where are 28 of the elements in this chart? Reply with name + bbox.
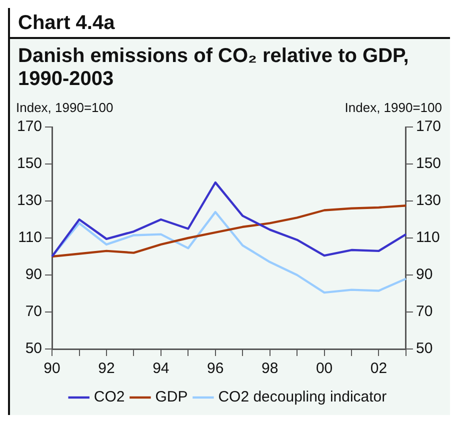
y2-tick-label: 150 — [416, 155, 442, 172]
chart-subtitle: Danish emissions of CO₂ relative to GDP, 1990-2003 — [17, 44, 410, 92]
y-tick-label: 170 — [16, 118, 42, 136]
x-tick-label: 02 — [370, 360, 388, 378]
y2-tick-label: 70 — [416, 303, 433, 320]
chart-title: Chart 4.4a — [10, 8, 450, 39]
y2-tick-label: 130 — [416, 192, 442, 210]
y-tick-label: 70 — [25, 303, 42, 320]
y-axis-title: Index, 1990=100 — [16, 100, 114, 116]
y2-tick-label: 170 — [416, 118, 442, 136]
x-tick-label: 92 — [98, 360, 115, 378]
y-tick-label: 50 — [25, 340, 42, 358]
legend-label: CO2 decoupling indicator — [218, 388, 387, 406]
y2-axis-title: Index, 1990=100 — [344, 100, 442, 116]
legend-label: GDP — [155, 388, 188, 406]
x-tick-label: 00 — [316, 360, 333, 378]
y-tick-label: 150 — [16, 155, 42, 172]
y-tick-label: 130 — [16, 192, 42, 210]
x-tick-label: 98 — [261, 360, 278, 378]
legend-label: CO2 — [94, 388, 125, 406]
y2-tick-label: 110 — [416, 229, 440, 246]
y-tick-label: 90 — [25, 266, 42, 284]
y-tick-label: 110 — [18, 229, 42, 246]
x-tick-label: 96 — [207, 360, 224, 378]
y2-tick-label: 90 — [416, 266, 433, 284]
x-tick-label: 90 — [44, 360, 60, 378]
x-tick-label: 94 — [152, 360, 170, 378]
y2-tick-label: 50 — [416, 340, 433, 358]
